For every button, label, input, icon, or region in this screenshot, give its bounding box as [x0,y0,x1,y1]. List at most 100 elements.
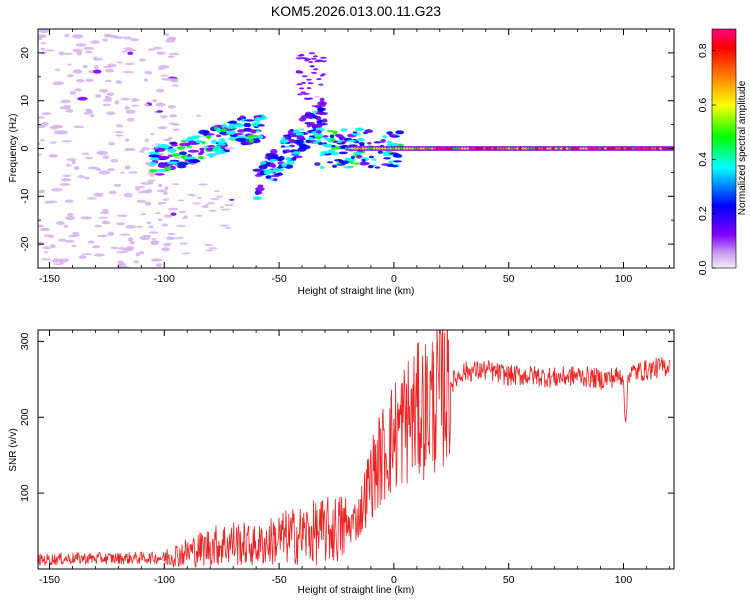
spectrogram-cell [140,213,147,216]
spectrogram-cell [161,77,173,81]
spectrogram-cell [315,116,322,121]
spectrogram-cell [289,144,296,148]
spectrogram-cell [124,105,130,110]
spectrogram-cell [216,195,224,198]
spectrogram-cell [49,244,56,249]
spectrogram-cell [167,207,179,211]
spectrogram-cell [217,143,227,146]
spectrogram-cell [113,183,122,187]
spectrogram-cell [166,161,179,165]
snr-ytick-label: 300 [19,332,31,350]
snr-xlabel: Height of straight line (km) [298,585,415,596]
spectrogram-cell [297,54,304,57]
spectrogram-cell [300,91,306,94]
colorbar-gradient [712,29,736,268]
spectrogram-cell [51,258,62,263]
spectrogram-cell [225,130,237,135]
spectrogram-cell [72,69,83,74]
spectrogram-cell [93,192,104,197]
spectrogram-cell [139,236,149,239]
spectrogram-cell [371,158,377,161]
snr-frame [37,329,675,570]
spectrogram-cell [273,178,278,182]
snr-axes: -150 -100 -50 0 50 100 100 200 300 [19,330,674,586]
spectrogram-cell [298,143,307,148]
spectrogram-cell [116,260,124,264]
spectrogram-cell [197,152,203,156]
spectrogram-cell [328,148,336,153]
spectrogram-cell [281,162,287,168]
spectrogram-cell [308,60,314,63]
spectrogram-cell [164,186,169,191]
spectrogram-cell [59,106,71,110]
spectrogram-cell [206,153,217,157]
spectrogram-cell [311,57,317,60]
spectrogram-cell [352,151,362,156]
spectrogram-cell [304,113,312,116]
spectrogram-cell [40,258,52,261]
spectrogram-cell [209,247,218,250]
spectrogram-cell [235,137,247,142]
spectrogram-cell [224,204,234,207]
spectrogram-cell [98,216,109,219]
spectrogram-cell [51,124,64,129]
spectrogram-cell [83,176,90,180]
spectrogram-cell [65,163,72,167]
spectrogram-cell [150,240,160,245]
snr-panel: -150 -100 -50 0 50 100 100 200 300 Height of str… [8,329,675,596]
spectrogram-cell [169,114,178,118]
spectrogram-cell [204,243,214,246]
spectrogram-cell [258,135,263,140]
spectrogram-cell [301,81,306,84]
spectrogram-cell [161,247,170,252]
spectrogram-cell [436,147,443,150]
spectrogram-cell [179,242,188,245]
colorbar-frame [711,28,737,269]
spectrogram-cell [157,67,166,70]
spectrogram-cell [83,46,95,50]
spectrogram-cell [314,95,320,98]
snr-ytick-label: 100 [19,484,31,502]
spectrogram-cell [296,135,305,141]
spectrogram-cell [123,36,132,40]
spectrogram-cell [87,240,95,244]
spectrogram-cell [388,133,397,137]
snr-xtick-label: -50 [271,574,286,586]
spectrogram-cell [382,135,388,139]
spectrogram-cell [339,160,350,165]
spectrogram-cell [296,83,303,86]
spectrogram-cell [338,139,343,143]
spectrogram-cell [41,51,47,55]
spectrogram-cell [58,51,65,56]
snr-xtick-label: 50 [503,574,515,586]
spectrogram-cell [316,77,322,80]
spectrogram-cell [120,265,129,268]
spectrogram-cell [320,60,327,63]
spectrogram-cell [219,206,225,209]
snr-xtick-label: 100 [615,574,633,586]
spectrogram-cell [320,150,330,155]
spectrogram-cell [124,147,136,152]
spectrogram-cell [282,150,287,154]
spectrogram-cell [128,171,138,174]
spectrogram-cell [96,150,109,156]
spectrogram-cell [291,156,297,161]
spectrogram-cell [181,216,188,219]
spectrogram-cell [38,241,45,246]
spectrogram-cell [209,197,220,200]
spectrogram-cell [393,154,403,158]
spectrogram-cell [206,134,212,140]
spectrogram-cell [352,131,358,134]
snr-xtick-label: -100 [154,574,175,586]
spectrogram-cell [104,79,112,83]
spectrogram-cell [158,183,163,188]
spectrogram-cell [116,81,123,84]
spectrogram-cell [313,55,318,58]
spectrogram-cell [38,34,47,39]
spectrogram-xtick-label: -150 [39,273,60,285]
spectrogram-cell [255,129,260,133]
spectrogram-cell [205,147,214,151]
spectrogram-cell [74,88,82,92]
spectrogram-cell [263,170,272,175]
spectrogram-cell [154,212,161,215]
